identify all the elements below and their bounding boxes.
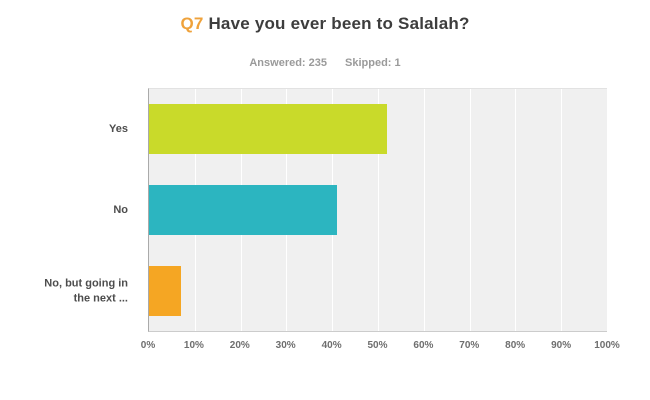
bar-2[interactable] — [149, 265, 182, 316]
gridline — [378, 89, 379, 331]
x-axis-tick-label: 10% — [183, 340, 204, 351]
x-axis-tick-label: 80% — [505, 340, 526, 351]
category-label-0: Yes — [109, 122, 128, 135]
x-axis-tick-label: 40% — [321, 340, 342, 351]
x-axis-tick-label: 0% — [140, 340, 156, 351]
gridline — [561, 89, 563, 331]
gridline — [607, 89, 608, 331]
chart-title: Q7 Have you ever been to Salalah? — [0, 14, 650, 34]
category-label-2: No, but going in the next ... — [44, 278, 128, 305]
x-axis-tick-label: 60% — [413, 340, 434, 351]
gridline — [515, 89, 517, 331]
x-axis-tick-label: 90% — [551, 340, 572, 351]
gridline — [469, 89, 471, 331]
x-axis-tick-label: 100% — [594, 340, 620, 351]
question-text: Have you ever been to Salalah? — [208, 14, 470, 33]
bar-1[interactable] — [149, 185, 337, 235]
plot-area — [148, 88, 608, 332]
category-labels: Yes No No, but going in the next ... — [0, 88, 138, 332]
x-axis-labels: 0% 10% 20% 30% 40% 50% 60% 70% 80% 90% 100% — [141, 340, 620, 356]
chart-subtitle: Answered: 235 Skipped: 1 — [0, 57, 650, 69]
skipped-count: Skipped: 1 — [345, 57, 401, 69]
x-axis-tick-label: 30% — [275, 340, 296, 351]
x-axis-tick-label: 50% — [367, 340, 388, 351]
x-axis-tick-label: 20% — [229, 340, 250, 351]
category-label-1: No — [113, 203, 128, 216]
question-number: Q7 — [180, 14, 204, 33]
answered-count: Answered: 235 — [249, 57, 328, 69]
x-axis-tick-label: 70% — [459, 340, 480, 351]
gridline — [423, 89, 425, 331]
bar-0[interactable] — [149, 104, 388, 155]
